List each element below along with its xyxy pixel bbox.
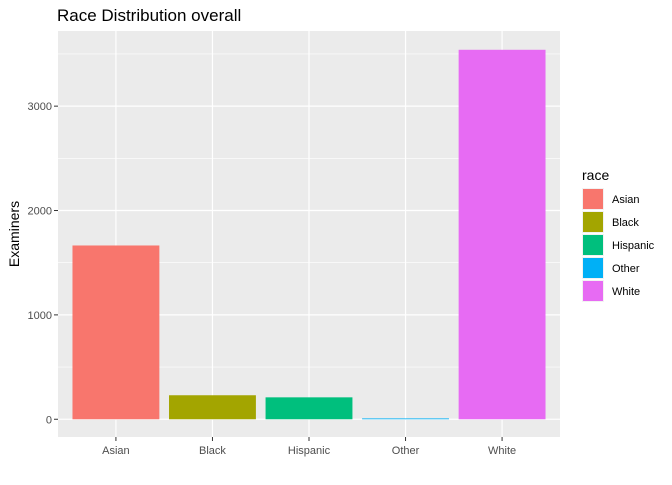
y-tick-label: 2000 [28, 206, 52, 218]
y-tick-label: 0 [46, 414, 52, 426]
legend-swatch [583, 235, 603, 255]
bar-asian [72, 245, 160, 420]
chart-title: Race Distribution overall [57, 6, 241, 25]
bar-other [362, 418, 449, 420]
legend-swatch [583, 258, 603, 278]
x-tick-label: White [488, 445, 516, 457]
legend-label: Other [612, 263, 640, 275]
legend-title: race [582, 167, 609, 183]
x-axis: Asian Black Hispanic Other White [102, 437, 516, 457]
legend-label: Black [612, 217, 639, 229]
bar-black [169, 395, 256, 420]
bars [72, 49, 546, 420]
y-tick-label: 3000 [28, 101, 52, 113]
bar-hispanic [265, 397, 353, 420]
legend-label: Asian [612, 194, 640, 206]
legend-label: White [612, 286, 640, 298]
legend-label: Hispanic [612, 240, 655, 252]
bar-white [458, 49, 546, 420]
y-axis: 0 1000 2000 3000 [28, 101, 58, 426]
y-tick-label: 1000 [28, 310, 52, 322]
legend: race Asian Black Hispanic Other White [582, 167, 655, 302]
y-axis-label: Examiners [6, 201, 22, 267]
legend-swatch [583, 189, 603, 209]
legend-swatch [583, 281, 603, 301]
legend-swatch [583, 212, 603, 232]
x-tick-label: Hispanic [288, 445, 331, 457]
x-tick-label: Other [392, 445, 420, 457]
x-tick-label: Black [199, 445, 226, 457]
x-tick-label: Asian [102, 445, 130, 457]
